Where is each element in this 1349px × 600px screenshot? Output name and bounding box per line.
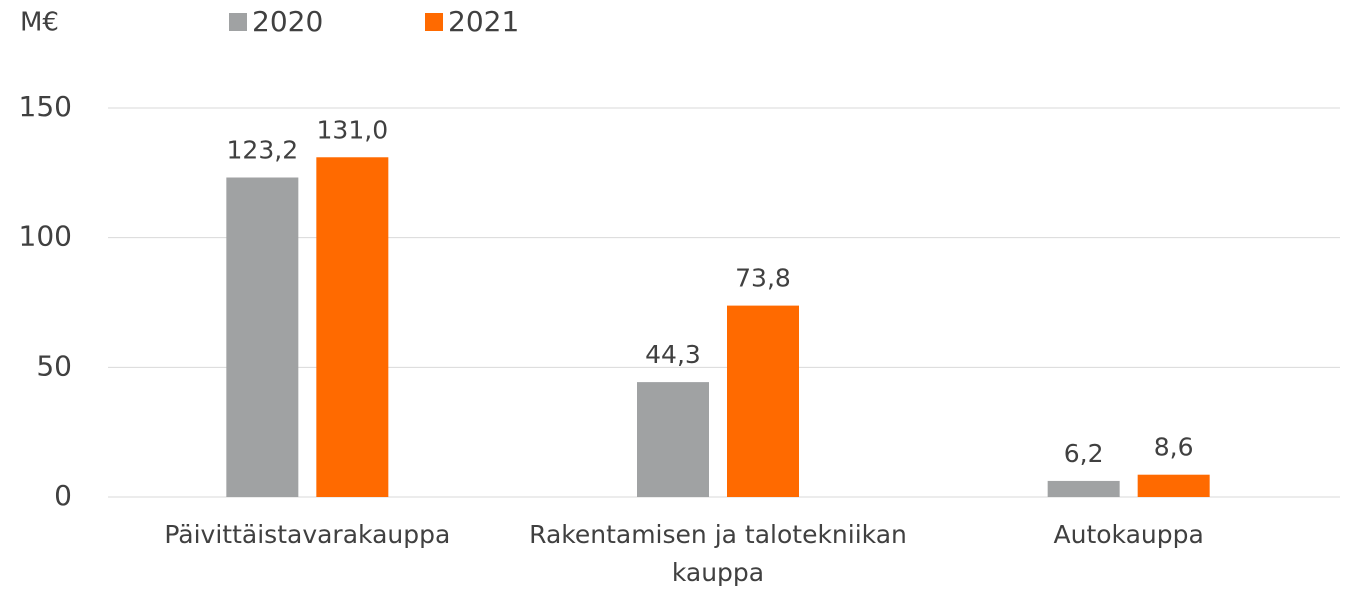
value-label: 6,2 [1064,439,1104,468]
bar [637,382,709,497]
legend-label: 2021 [448,5,519,38]
bar [226,177,299,497]
bar [1047,480,1120,497]
bar [316,157,389,498]
x-tick-label: Päivittäistavarakauppa [164,520,451,549]
y-tick-label: 50 [36,349,72,382]
bar [1137,474,1210,497]
x-tick-label: Autokauppa [1053,520,1204,549]
value-label: 131,0 [317,115,389,144]
x-tick-label: Rakentamisen ja talotekniikan kauppa [529,520,907,587]
legend-swatch [425,13,443,31]
value-label: 44,3 [645,340,701,369]
bar [727,305,799,497]
value-label: 73,8 [735,264,791,293]
value-label: 8,6 [1154,433,1194,462]
y-tick-label: 0 [54,479,72,512]
y-tick-label: 150 [19,90,72,123]
legend-label: 2020 [252,5,323,38]
value-label: 123,2 [227,136,299,165]
legend-swatch [229,13,247,31]
y-tick-label: 100 [19,220,72,253]
y-axis-label: M€ [20,8,59,38]
